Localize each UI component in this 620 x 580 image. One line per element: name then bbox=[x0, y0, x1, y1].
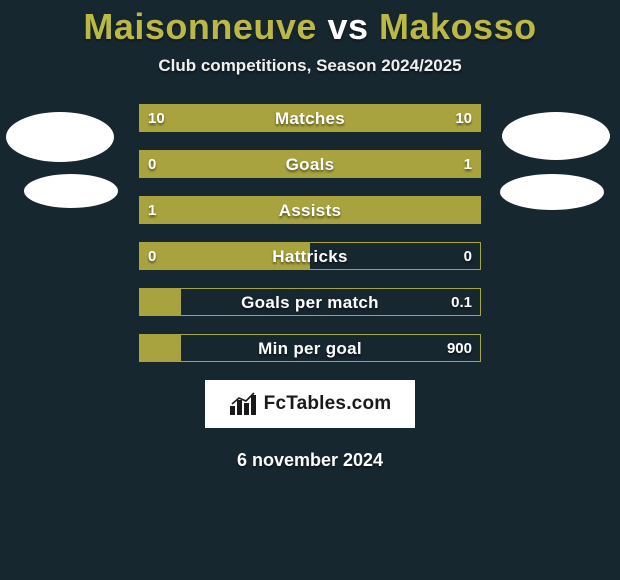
comparison-title: Maisonneuve vs Makosso bbox=[0, 0, 620, 52]
stat-value-right: 10 bbox=[455, 105, 472, 132]
player1-name: Maisonneuve bbox=[83, 6, 317, 47]
stat-row-goals: 0 Goals 1 bbox=[139, 150, 481, 178]
stat-value-right: 0 bbox=[464, 243, 472, 270]
stat-label: Goals per match bbox=[140, 289, 480, 316]
bar-chart-icon bbox=[229, 392, 257, 416]
subtitle: Club competitions, Season 2024/2025 bbox=[0, 56, 620, 76]
stat-label: Matches bbox=[140, 105, 480, 132]
snapshot-date: 6 november 2024 bbox=[0, 450, 620, 471]
stat-row-min-per-goal: Min per goal 900 bbox=[139, 334, 481, 362]
stat-row-goals-per-match: Goals per match 0.1 bbox=[139, 288, 481, 316]
stat-label: Assists bbox=[140, 197, 480, 224]
stat-row-matches: 10 Matches 10 bbox=[139, 104, 481, 132]
stat-label: Hattricks bbox=[140, 243, 480, 270]
stats-container: 10 Matches 10 0 Goals 1 1 Assists 0 Hatt… bbox=[0, 104, 620, 362]
stat-value-right: 0.1 bbox=[451, 289, 472, 316]
player2-name: Makosso bbox=[379, 6, 537, 47]
stat-value-right: 900 bbox=[447, 335, 472, 362]
stat-label: Min per goal bbox=[140, 335, 480, 362]
logo-text: FcTables.com bbox=[264, 393, 392, 415]
stat-value-right: 1 bbox=[464, 151, 472, 178]
vs-text: vs bbox=[327, 6, 368, 47]
stat-row-hattricks: 0 Hattricks 0 bbox=[139, 242, 481, 270]
stat-label: Goals bbox=[140, 151, 480, 178]
stat-row-assists: 1 Assists bbox=[139, 196, 481, 224]
fctables-logo: FcTables.com bbox=[205, 380, 415, 428]
